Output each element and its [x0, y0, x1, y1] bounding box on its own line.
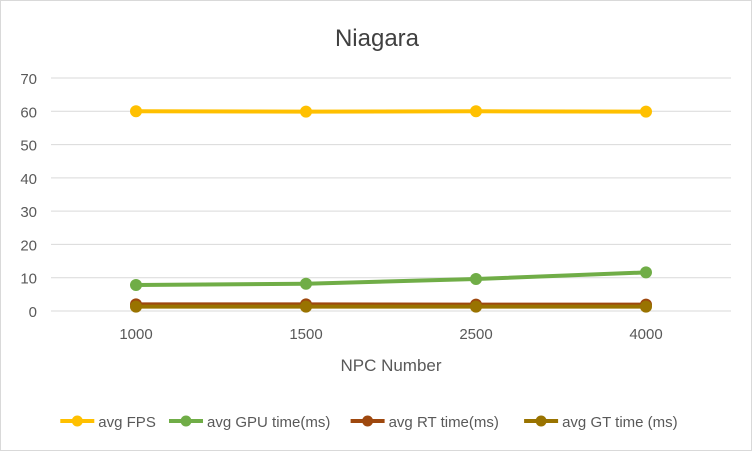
data-point	[471, 301, 482, 312]
data-point	[641, 301, 652, 312]
y-tick-label: 60	[20, 104, 37, 121]
data-point	[641, 267, 652, 278]
x-tick-label: 1500	[289, 326, 322, 343]
series-layer	[131, 106, 652, 312]
series-line	[136, 272, 646, 285]
data-point	[641, 106, 652, 117]
x-axis-label: NPC Number	[340, 356, 441, 375]
x-tick-label: 2500	[459, 326, 492, 343]
series-1	[131, 106, 652, 117]
legend-swatch-marker	[181, 416, 192, 427]
data-point	[471, 106, 482, 117]
legend-swatch-marker	[536, 416, 547, 427]
legend-item: avg GPU time(ms)	[169, 414, 330, 431]
y-tick-label: 40	[20, 171, 37, 188]
y-axis-tick-labels: 0 10 20 30 40 50 60 70	[20, 71, 37, 321]
x-tick-label: 1000	[119, 326, 152, 343]
y-tick-label: 0	[29, 304, 37, 321]
data-point	[131, 280, 142, 291]
data-point	[131, 301, 142, 312]
y-tick-label: 70	[20, 71, 37, 88]
legend-label: avg RT time(ms)	[389, 414, 499, 431]
y-tick-label: 30	[20, 204, 37, 221]
legend-item: avg FPS	[60, 414, 156, 431]
legend-label: avg GT time (ms)	[562, 414, 678, 431]
series-2	[131, 267, 652, 291]
x-tick-label: 4000	[629, 326, 662, 343]
y-tick-label: 10	[20, 271, 37, 288]
data-point	[301, 301, 312, 312]
y-tick-label: 20	[20, 237, 37, 254]
data-point	[131, 106, 142, 117]
data-point	[301, 106, 312, 117]
legend-item: avg GT time (ms)	[524, 414, 678, 431]
data-point	[301, 278, 312, 289]
legend-item: avg RT time(ms)	[351, 414, 499, 431]
legend-swatch-marker	[72, 416, 83, 427]
legend-label: avg FPS	[98, 414, 156, 431]
chart-title: Niagara	[335, 25, 420, 52]
legend-label: avg GPU time(ms)	[207, 414, 330, 431]
y-tick-label: 50	[20, 138, 37, 155]
legend: avg FPS avg GPU time(ms) avg RT time(ms) av…	[60, 414, 677, 431]
x-axis-tick-labels: 1000 1500 2500 4000	[119, 326, 662, 343]
legend-swatch-marker	[362, 416, 373, 427]
data-point	[471, 274, 482, 285]
